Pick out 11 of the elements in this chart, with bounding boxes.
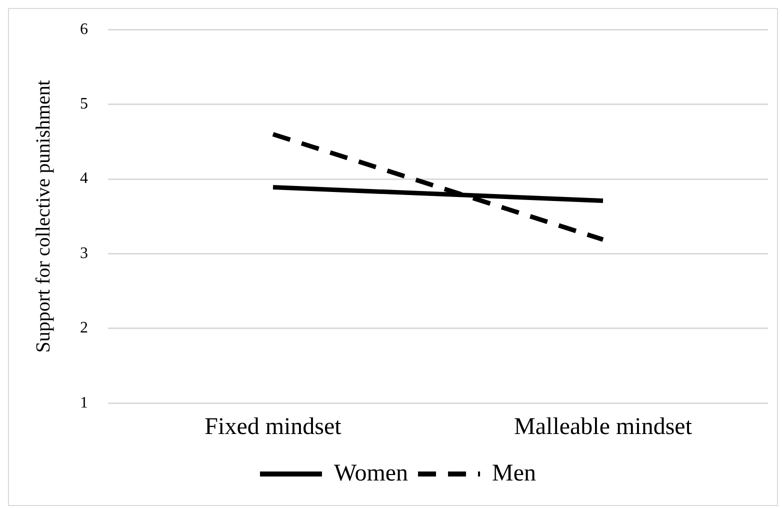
x-tick-label: Fixed mindset — [204, 414, 342, 440]
x-tick-label: Malleable mindset — [514, 414, 692, 440]
y-tick-label: 1 — [80, 394, 88, 412]
y-tick-label: 6 — [80, 20, 88, 38]
y-tick-label: 2 — [80, 320, 88, 337]
y-tick-label: 5 — [80, 96, 88, 113]
y-tick-label: 4 — [80, 170, 88, 188]
legend-label: Women — [334, 460, 408, 486]
y-axis-title: Support for collective punishment — [32, 80, 54, 353]
legend-label: Men — [492, 460, 536, 486]
y-tick-label: 3 — [80, 244, 88, 262]
